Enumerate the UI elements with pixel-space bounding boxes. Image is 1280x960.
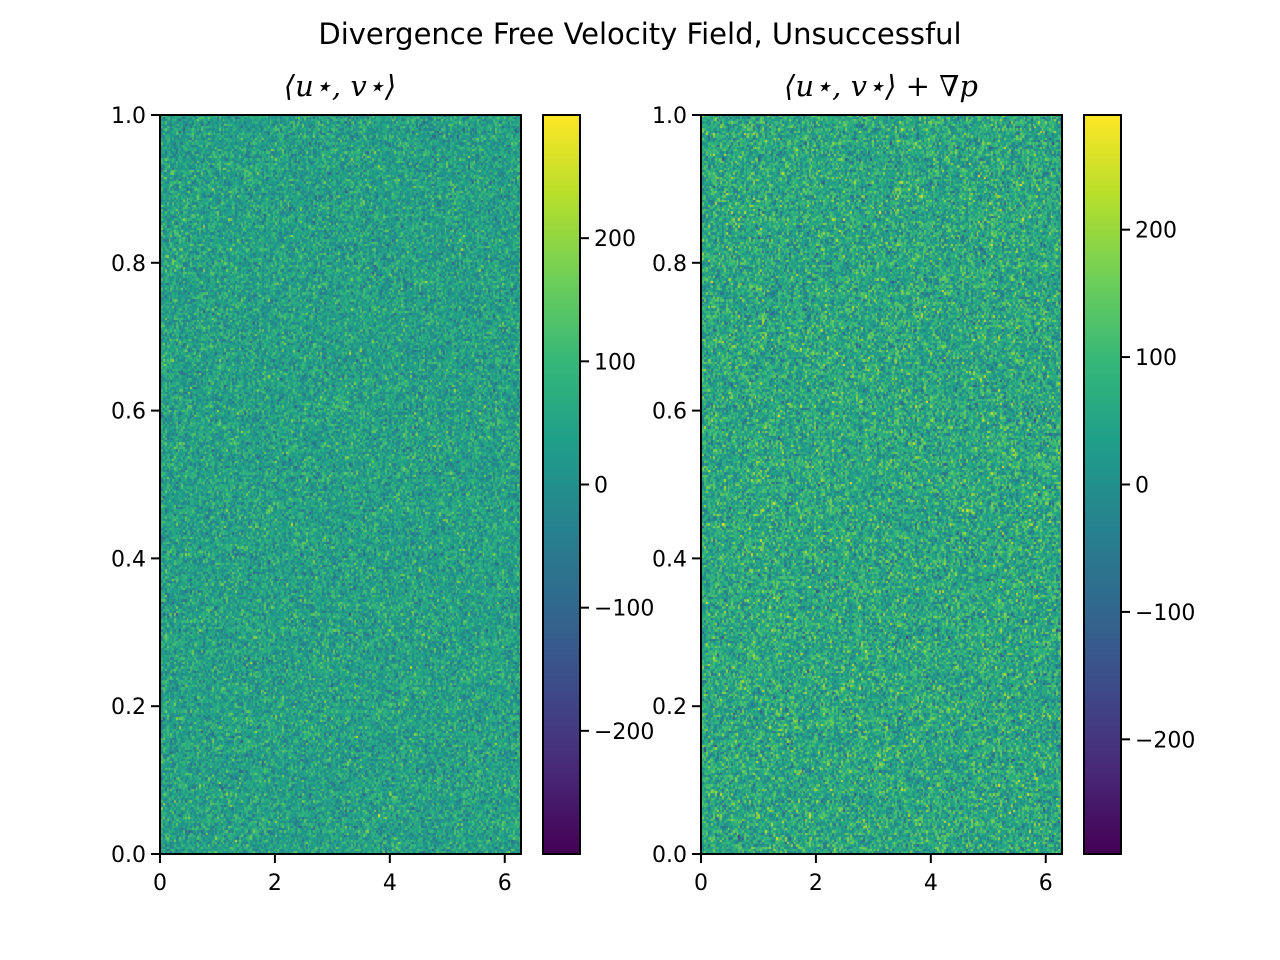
y-tick-label: 0.0 bbox=[652, 843, 687, 868]
panel-left: ⟨u⋆, v⋆⟩ 0 2 4 6 0.0 0.2 0.4 0.6 0.8 1.0 −200 −100… bbox=[111, 69, 654, 896]
plot-frame-left bbox=[159, 114, 522, 855]
heatmap-right bbox=[701, 115, 1062, 854]
y-tick-label: 0.6 bbox=[652, 400, 687, 425]
colorbar-tick-label: 0 bbox=[1135, 474, 1149, 499]
y-tick-label: 0.6 bbox=[111, 400, 146, 425]
x-tick-label: 6 bbox=[1039, 871, 1053, 896]
colorbar-right: −200 −100 0 100 200 bbox=[1083, 114, 1195, 855]
y-tick-label: 0.8 bbox=[652, 252, 687, 277]
x-tick-label: 0 bbox=[694, 871, 708, 896]
heatmap-left bbox=[160, 115, 521, 854]
y-tick-label: 1.0 bbox=[111, 104, 146, 129]
subplot-title-left: ⟨u⋆, v⋆⟩ bbox=[284, 69, 396, 103]
y-tick-label: 0.4 bbox=[111, 547, 146, 572]
colorbar-tick-label: 200 bbox=[1135, 219, 1177, 244]
x-tick-label: 6 bbox=[498, 871, 512, 896]
x-tick-label: 2 bbox=[268, 871, 282, 896]
colorbar-tick-label: −100 bbox=[1135, 601, 1195, 626]
colorbar-tick-label: −200 bbox=[1135, 728, 1195, 753]
y-tick-label: 1.0 bbox=[652, 104, 687, 129]
x-tick-label: 4 bbox=[383, 871, 397, 896]
x-tick-label: 4 bbox=[924, 871, 938, 896]
heatmap-image bbox=[701, 115, 1062, 854]
figure-suptitle: Divergence Free Velocity Field, Unsucces… bbox=[318, 17, 961, 51]
axes-right: 0 2 4 6 0.0 0.2 0.4 0.6 0.8 1.0 bbox=[652, 104, 1053, 896]
colorbar-tick-label: −100 bbox=[594, 597, 654, 622]
colorbar-gradient bbox=[543, 115, 580, 854]
subplot-title-right: ⟨u⋆, v⋆⟩ + ∇p bbox=[784, 69, 978, 103]
panel-right: ⟨u⋆, v⋆⟩ + ∇p 0 2 4 6 0.0 0.2 0.4 0.6 0.8 1.0 −20… bbox=[652, 69, 1195, 896]
plot-frame-right bbox=[700, 114, 1063, 855]
x-tick-label: 0 bbox=[153, 871, 167, 896]
y-tick-label: 0.8 bbox=[111, 252, 146, 277]
colorbar-tick-label: 200 bbox=[594, 227, 636, 252]
colorbar-tick-label: 0 bbox=[594, 474, 608, 499]
colorbar-gradient bbox=[1084, 115, 1121, 854]
x-tick-label: 2 bbox=[809, 871, 823, 896]
colorbar-tick-label: 100 bbox=[1135, 346, 1177, 371]
colorbar-left: −200 −100 0 100 200 bbox=[542, 114, 654, 855]
axes-left: 0 2 4 6 0.0 0.2 0.4 0.6 0.8 1.0 bbox=[111, 104, 512, 896]
y-tick-label: 0.0 bbox=[111, 843, 146, 868]
colorbar-tick-label: 100 bbox=[594, 350, 636, 375]
y-tick-label: 0.4 bbox=[652, 547, 687, 572]
colorbar-tick-label: −200 bbox=[594, 720, 654, 745]
y-tick-label: 0.2 bbox=[111, 695, 146, 720]
y-tick-label: 0.2 bbox=[652, 695, 687, 720]
heatmap-image bbox=[160, 115, 521, 854]
